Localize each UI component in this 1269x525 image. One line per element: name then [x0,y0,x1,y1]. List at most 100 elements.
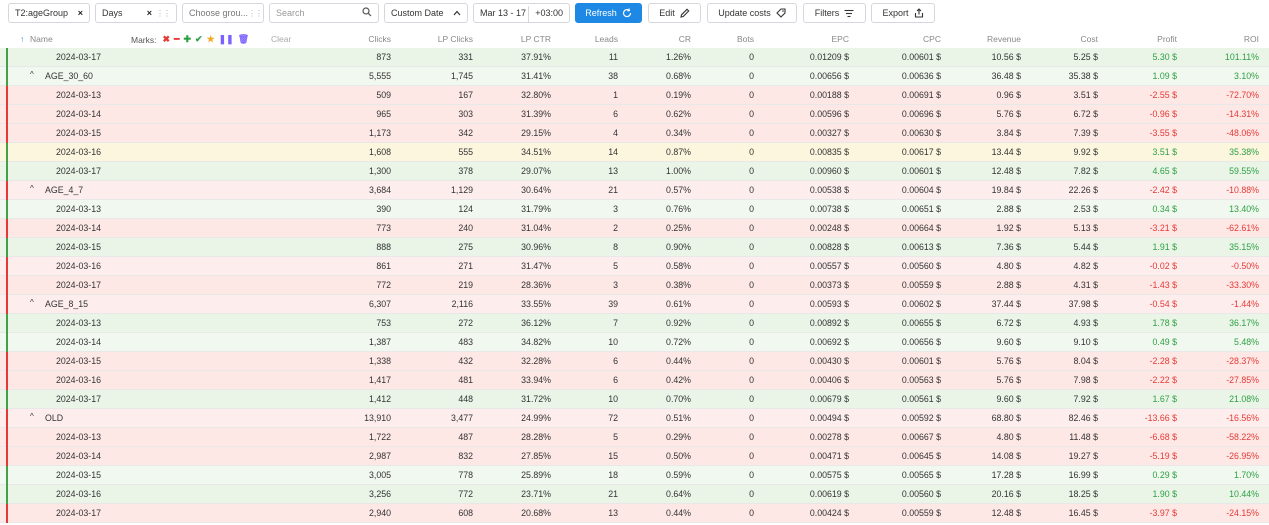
cell-lp-clicks: 124 [458,204,473,214]
table-row[interactable]: 2024-03-13 509 167 32.80% 1 0.19% 0 0.00188 $ 0.… [0,86,1269,105]
table-row[interactable]: 2024-03-13 753 272 36.12% 7 0.92% 0 0.00892 $ 0.… [0,314,1269,333]
check-mark-icon[interactable]: ✔ [195,34,203,44]
cell-cr: 0.92% [666,318,691,328]
row-date: 2024-03-17 [56,52,101,62]
cell-revenue: 1.92 $ [996,223,1021,233]
filters-button[interactable]: Filters [803,3,866,23]
group-selector-3[interactable]: Choose grou... ⋮⋮ [182,3,264,23]
table-row[interactable]: 2024-03-14 965 303 31.39% 6 0.62% 0 0.00596 $ 0.… [0,105,1269,124]
table-row[interactable]: 2024-03-17 873 331 37.91% 11 1.26% 0 0.01209 $ 0… [0,48,1269,67]
date-mode-value: Custom Date [391,8,444,18]
close-icon[interactable]: × [146,8,152,18]
table-row[interactable]: 2024-03-13 390 124 31.79% 3 0.76% 0 0.00738 $ 0.… [0,200,1269,219]
cell-lp-ctr: 36.12% [521,318,551,328]
cell-lp-ctr: 27.85% [521,451,551,461]
cell-clicks: 2,940 [368,508,391,518]
plus-mark-icon[interactable]: ✚ [183,34,192,44]
column-header-cost[interactable]: Cost [1080,34,1098,44]
export-button[interactable]: Export [871,3,935,23]
table-row[interactable]: 2024-03-13 1,722 487 28.28% 5 0.29% 0 0.00278 $… [0,428,1269,447]
collapse-caret-icon[interactable]: ^ [30,298,34,307]
cell-profit: -3.21 $ [1149,223,1177,233]
clear-marks-button[interactable]: Clear [271,34,292,44]
column-header-profit[interactable]: Profit [1157,34,1177,44]
update-costs-button[interactable]: Update costs [707,3,797,23]
drag-handle-icon[interactable]: ⋮⋮ [248,8,263,18]
refresh-button[interactable]: Refresh [575,3,642,23]
table-row[interactable]: 2024-03-16 1,608 555 34.51% 14 0.87% 0 0.00835 … [0,143,1269,162]
cell-bots: 0 [749,280,754,290]
minus-mark-icon[interactable]: ━ [174,34,180,44]
filter-icon [844,9,854,18]
table-row[interactable]: 2024-03-16 3,256 772 23.71% 21 0.64% 0 0.00619 … [0,485,1269,504]
column-header-cr[interactable]: CR [678,34,691,44]
star-mark-icon[interactable]: ★ [206,34,215,44]
date-mode-select[interactable]: Custom Date [384,3,468,23]
search-icon[interactable] [362,7,372,19]
column-header-revenue[interactable]: Revenue [986,34,1021,44]
table-row[interactable]: 2024-03-15 888 275 30.96% 8 0.90% 0 0.00828 $ 0.… [0,238,1269,257]
cell-cr: 0.44% [666,508,691,518]
collapse-caret-icon[interactable]: ^ [30,70,34,79]
cell-epc: 0.00424 $ [809,508,849,518]
table-row[interactable]: 2024-03-15 1,338 432 32.28% 6 0.44% 0 0.00430 $… [0,352,1269,371]
drag-handle-icon[interactable]: ⋮⋮ [156,8,171,18]
cell-clicks: 1,608 [368,147,391,157]
column-header-bots[interactable]: Bots [736,34,754,44]
sort-arrow-up-icon[interactable]: ↑ [20,34,25,44]
group-name: AGE_8_15 [45,299,89,309]
group-selector-1[interactable]: T2:ageGroup × [8,3,90,23]
group-row[interactable]: ^ AGE_4_7 3,684 1,129 30.64% 21 0.57% 0 0.00538 … [0,181,1269,200]
cell-profit: -13.66 $ [1144,413,1177,423]
group-row[interactable]: ^ OLD 13,910 3,477 24.99% 72 0.51% 0 0.00494 $ 0.… [0,409,1269,428]
close-icon[interactable]: × [77,8,83,18]
marks-toolbar: Marks: ✖ ━ ✚ ✔ ★ ❚❚ 🗑 [131,34,253,45]
cell-revenue: 5.76 $ [996,356,1021,366]
table-row[interactable]: 2024-03-15 3,005 778 25.89% 18 0.59% 0 0.00575 … [0,466,1269,485]
column-header-clicks[interactable]: Clicks [368,34,391,44]
table-row[interactable]: 2024-03-17 772 219 28.36% 3 0.38% 0 0.00373 $ 0.… [0,276,1269,295]
row-status-bar [6,390,8,409]
cell-epc: 0.00692 $ [809,337,849,347]
column-header-roi[interactable]: ROI [1243,34,1259,44]
pause-mark-icon[interactable]: ❚❚ [218,34,234,44]
cell-bots: 0 [749,318,754,328]
table-row[interactable]: 2024-03-17 1,300 378 29.07% 13 1.00% 0 0.00960 … [0,162,1269,181]
group-row[interactable]: ^ AGE_30_60 5,555 1,745 31.41% 38 0.68% 0 0.0065… [0,67,1269,86]
table-row[interactable]: 2024-03-16 861 271 31.47% 5 0.58% 0 0.00557 $ 0.… [0,257,1269,276]
table-row[interactable]: 2024-03-15 1,173 342 29.15% 4 0.34% 0 0.00327 $… [0,124,1269,143]
group-selector-2-value: Days [102,8,123,18]
cell-cpc: 0.00617 $ [901,147,941,157]
table-row[interactable]: 2024-03-16 1,417 481 33.94% 6 0.42% 0 0.00406 $… [0,371,1269,390]
date-range-picker[interactable]: Mar 13 - 17 +03:00 [473,3,570,23]
cell-leads: 11 [608,52,618,62]
table-row[interactable]: 2024-03-14 1,387 483 34.82% 10 0.72% 0 0.00692 … [0,333,1269,352]
collapse-caret-icon[interactable]: ^ [30,184,34,193]
column-header-leads[interactable]: Leads [594,34,618,44]
table-row[interactable]: 2024-03-17 1,412 448 31.72% 10 0.70% 0 0.00679 … [0,390,1269,409]
collapse-caret-icon[interactable]: ^ [30,412,34,421]
x-mark-icon[interactable]: ✖ [162,34,171,44]
group-selector-2[interactable]: Days × ⋮⋮ [95,3,177,23]
cell-cpc: 0.00696 $ [901,109,941,119]
column-header-name[interactable]: Name [30,34,53,44]
table-row[interactable]: 2024-03-14 773 240 31.04% 2 0.25% 0 0.00248 $ 0.… [0,219,1269,238]
column-header-lp-clicks[interactable]: LP Clicks [437,34,473,44]
row-date: 2024-03-15 [56,356,101,366]
column-header-epc[interactable]: EPC [831,34,849,44]
table-row[interactable]: 2024-03-17 2,940 608 20.68% 13 0.44% 0 0.00424 … [0,504,1269,523]
cell-profit: 0.29 $ [1152,470,1177,480]
column-header-cpc[interactable]: CPC [923,34,941,44]
search-input[interactable]: Search [269,3,379,23]
edit-button[interactable]: Edit [648,3,701,23]
cell-cost: 4.31 $ [1073,280,1098,290]
pencil-icon [680,8,690,18]
cell-cr: 0.50% [666,451,691,461]
column-header-lp-ctr[interactable]: LP CTR [520,34,551,44]
cell-bots: 0 [749,375,754,385]
trash-mark-icon[interactable]: 🗑 [237,34,250,44]
cell-epc: 0.00471 $ [809,451,849,461]
search-placeholder: Search [276,8,305,18]
table-row[interactable]: 2024-03-14 2,987 832 27.85% 15 0.50% 0 0.00471 … [0,447,1269,466]
group-row[interactable]: ^ AGE_8_15 6,307 2,116 33.55% 39 0.61% 0 0.00593… [0,295,1269,314]
